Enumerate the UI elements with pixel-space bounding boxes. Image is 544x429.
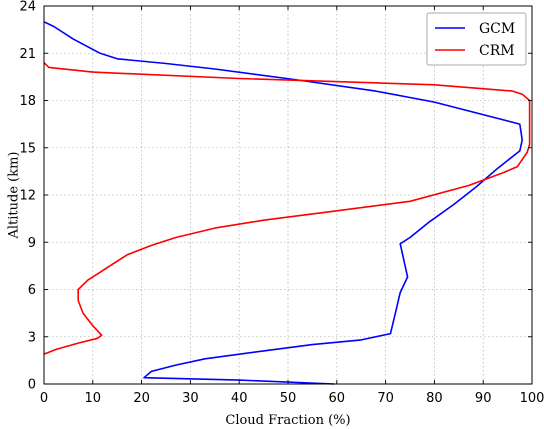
y-tick-label: 12 xyxy=(19,189,36,204)
y-tick-label: 0 xyxy=(28,378,36,393)
x-tick-label: 70 xyxy=(377,391,394,406)
x-tick-label: 60 xyxy=(329,391,346,406)
x-tick-label: 100 xyxy=(520,391,544,406)
legend-entry-crm: CRM xyxy=(479,43,515,59)
y-tick-label: 18 xyxy=(19,94,36,109)
legend-box xyxy=(426,12,527,66)
ticks: 0 10 20 30 40 50 60 70 80 90 100 0 3 6 9 12 15 18 21 24 xyxy=(19,0,544,406)
grid xyxy=(43,5,533,385)
series-line-gcm xyxy=(43,21,524,385)
x-tick-label: 40 xyxy=(231,391,248,406)
legend: GCM CRM xyxy=(426,12,527,66)
x-tick-label: 80 xyxy=(426,391,443,406)
y-tick-label: 3 xyxy=(28,330,36,345)
x-tick-label: 0 xyxy=(40,391,48,406)
y-tick-label: 21 xyxy=(19,47,36,62)
y-axis-label: Altitude (km) xyxy=(7,151,22,239)
y-tick-label: 24 xyxy=(19,0,36,15)
x-tick-label: 30 xyxy=(182,391,199,406)
y-tick-label: 6 xyxy=(28,283,36,298)
y-tick-label: 15 xyxy=(19,141,36,156)
legend-entry-gcm: GCM xyxy=(479,21,515,37)
x-tick-label: 10 xyxy=(85,391,102,406)
x-tick-label: 50 xyxy=(280,391,297,406)
x-axis-label: Cloud Fraction (%) xyxy=(225,413,350,428)
x-tick-label: 90 xyxy=(475,391,492,406)
series-line-crm xyxy=(43,62,531,355)
y-tick-label: 9 xyxy=(28,236,36,251)
x-tick-label: 20 xyxy=(133,391,150,406)
series-lines xyxy=(43,21,531,385)
